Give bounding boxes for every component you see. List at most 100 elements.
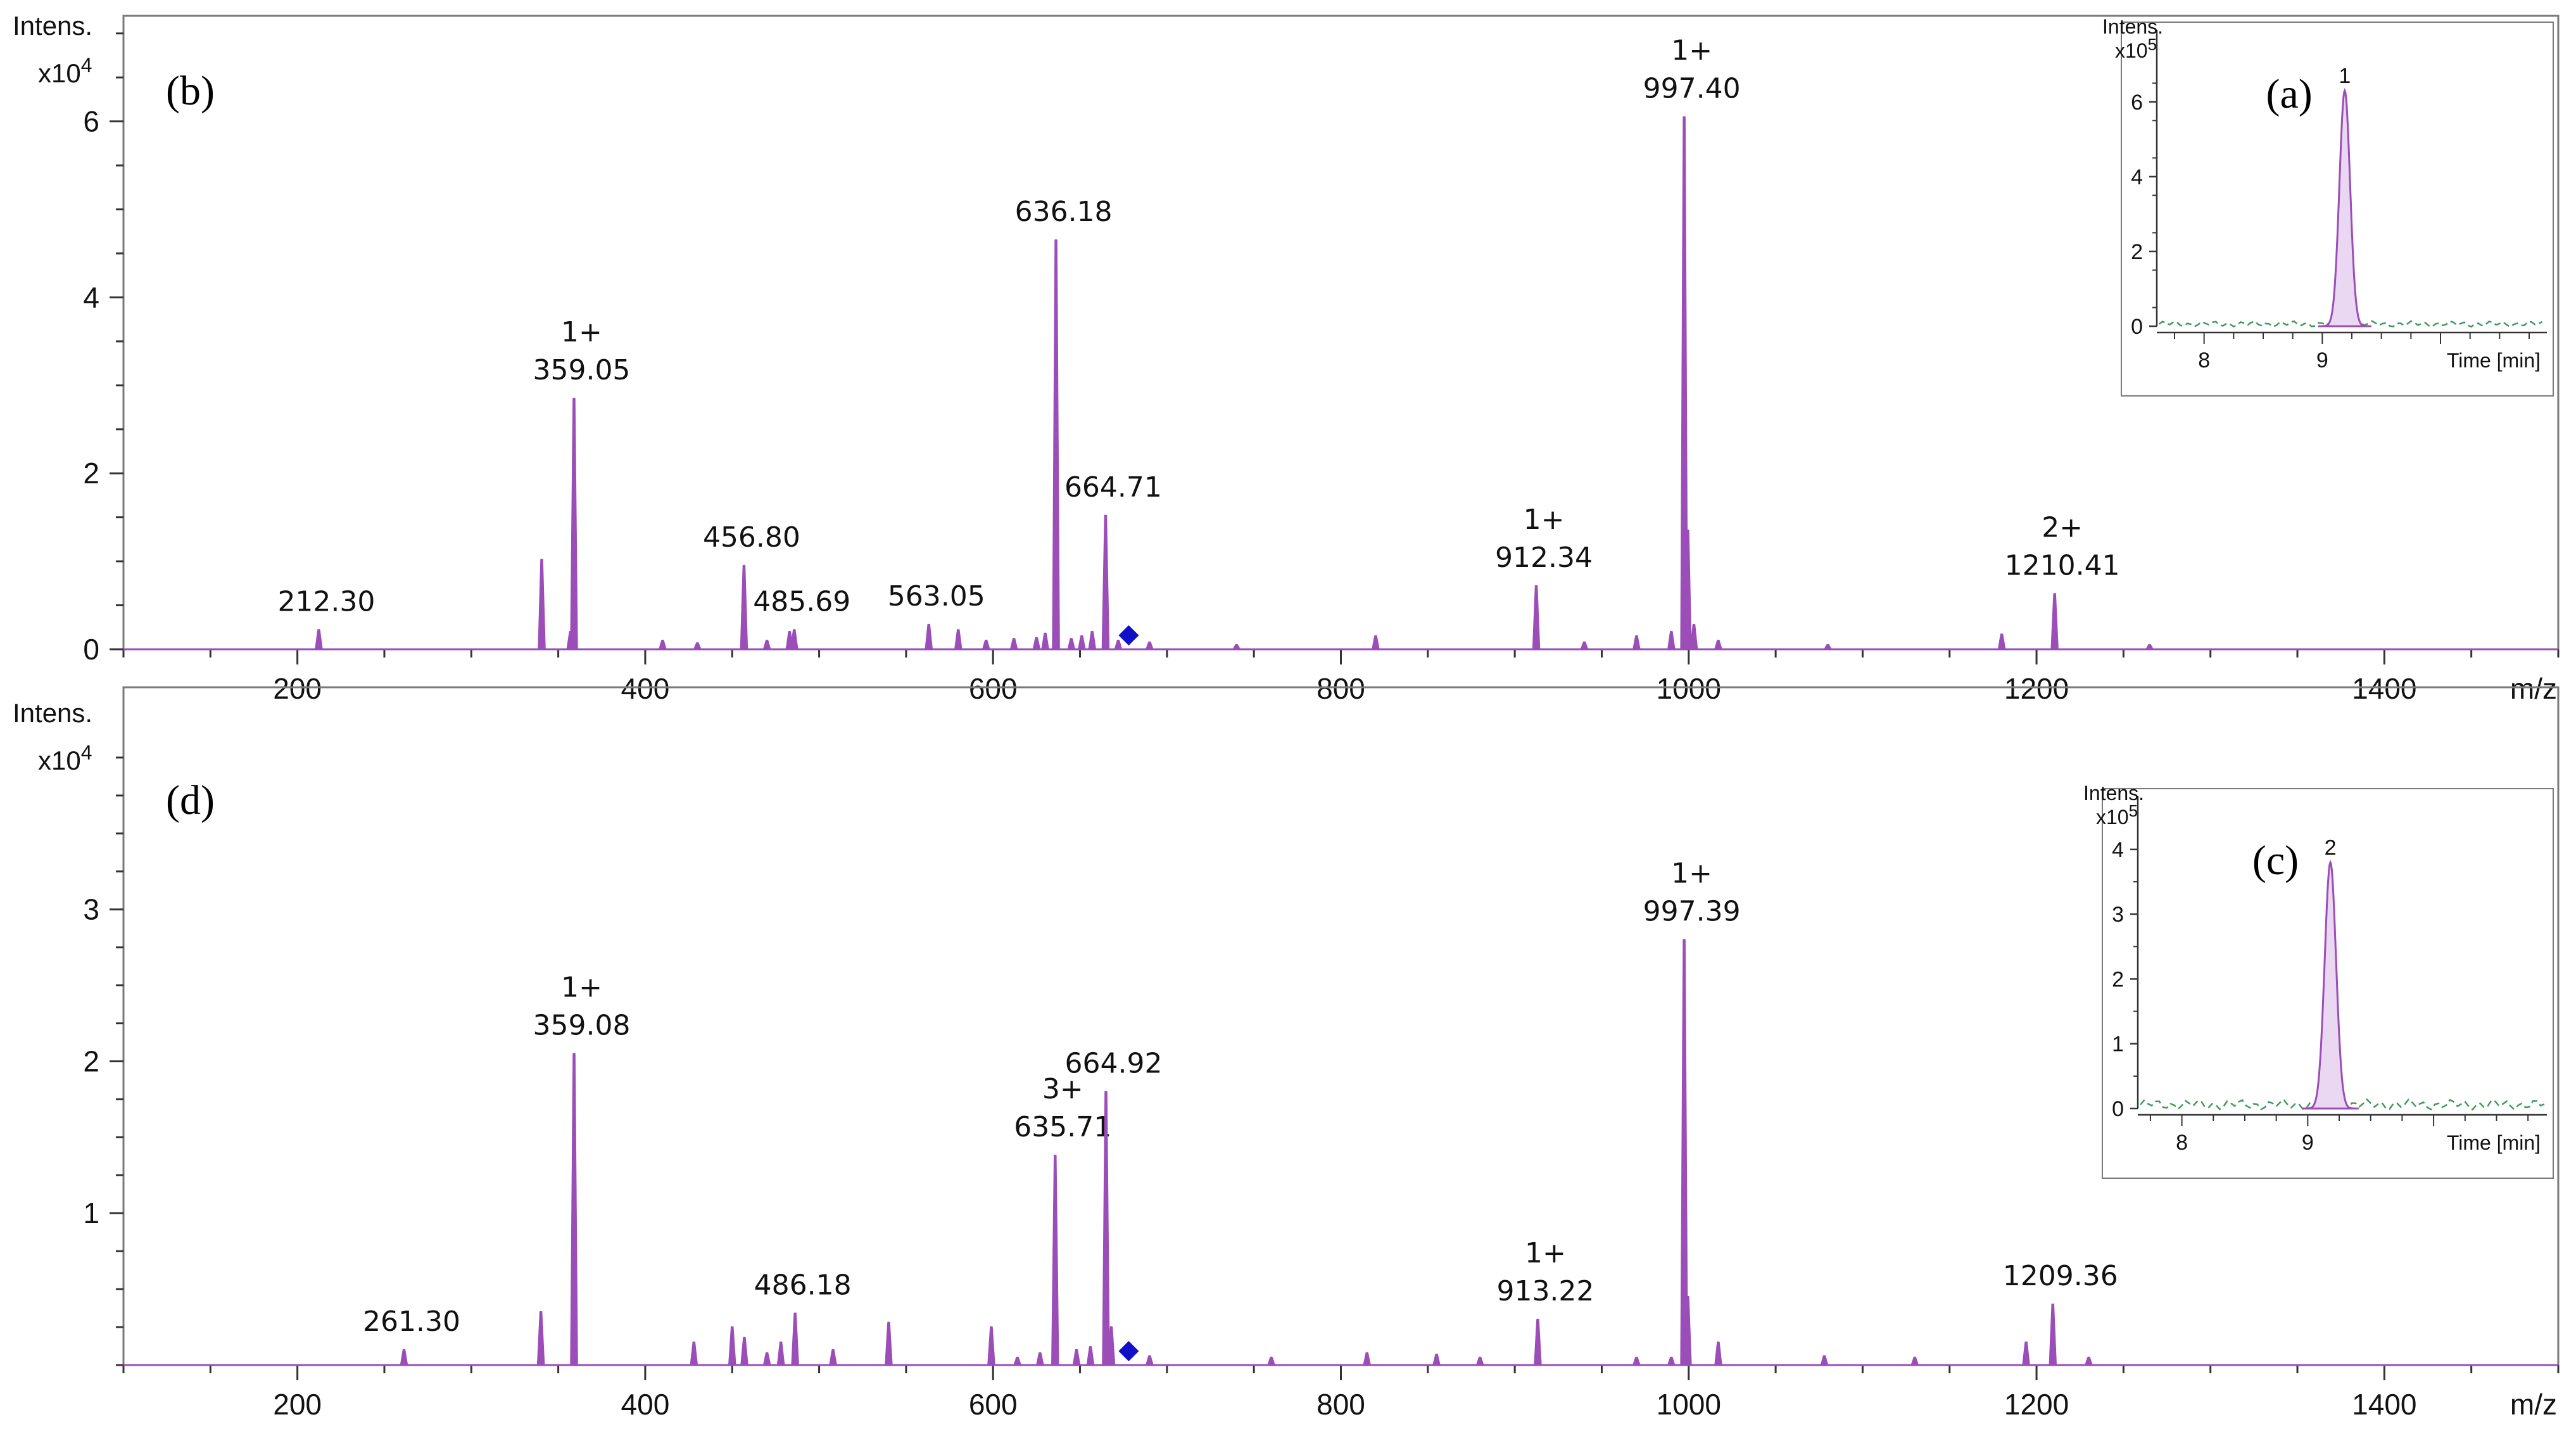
- peak-mz-label: 359.05: [533, 354, 630, 386]
- peak-d-8: [791, 1312, 799, 1366]
- x-tick-label: 200: [273, 672, 322, 705]
- x-tick-label: 800: [1316, 672, 1365, 705]
- peak-mz-label: 636.18: [1015, 196, 1113, 228]
- peak-b-10: [925, 623, 933, 651]
- peak-b-1: [538, 559, 546, 651]
- x-tick-label: 1400: [2352, 1388, 2416, 1421]
- inset-y-title: Intens.: [2102, 15, 2163, 38]
- peak-d-22: [1432, 1353, 1441, 1366]
- inset-y-scale: x105: [2096, 801, 2138, 829]
- peak-b-5: [693, 642, 702, 651]
- peak-b-11: [954, 629, 963, 651]
- precursor-diamond-icon: [1118, 625, 1139, 645]
- y-tick-label: 0: [83, 633, 99, 666]
- peak-b-3: [570, 397, 578, 651]
- peak-mz-label: 261.30: [363, 1306, 460, 1338]
- precursor-diamond-icon: [1118, 1341, 1139, 1361]
- inset-peak: [2302, 860, 2359, 1110]
- inset-x-tick-label: 9: [2316, 348, 2328, 372]
- x-tick-label: 600: [969, 672, 1018, 705]
- panel-label: (d): [166, 777, 215, 823]
- y-tick-label: 6: [83, 105, 99, 138]
- x-tick-label: 400: [621, 1388, 670, 1421]
- peak-mz-label: 212.30: [277, 585, 375, 618]
- peak-charge-label: 3+: [1042, 1073, 1083, 1105]
- peak-b-35: [2050, 593, 2059, 651]
- peak-mz-label: 563.05: [888, 580, 985, 613]
- x-tick-label: 200: [273, 1388, 322, 1421]
- x-tick-label: 1200: [2004, 672, 2069, 705]
- peak-mz-label: 912.34: [1495, 542, 1593, 574]
- peak-d-1: [536, 1311, 545, 1366]
- peak-d-3: [690, 1341, 698, 1366]
- peak-mz-label: 359.08: [533, 1009, 631, 1041]
- inset-x-tick-label: 9: [2302, 1131, 2314, 1155]
- inset-y-tick-label: 0: [2131, 315, 2143, 339]
- inset-peak-label: 1: [2339, 64, 2351, 88]
- peak-charge-label: 1+: [561, 316, 602, 348]
- peak-b-12: [982, 639, 990, 651]
- peak-b-26: [1580, 641, 1589, 651]
- y-tick-label: 3: [83, 893, 99, 926]
- inset-x-title: Time [min]: [2447, 349, 2541, 372]
- peak-b-14: [1032, 637, 1041, 651]
- peak-b-28: [1667, 630, 1676, 651]
- x-tick-label: 1000: [1657, 1388, 1721, 1421]
- x-tick-label: 1400: [2352, 672, 2416, 705]
- peak-b-36: [2145, 644, 2154, 651]
- y-axis-title: Intens.: [13, 11, 92, 41]
- inset-y-tick-label: 3: [2112, 903, 2124, 927]
- peak-b-4: [659, 639, 667, 651]
- peak-b-18: [1078, 635, 1086, 651]
- peak-b-30: [1684, 530, 1692, 651]
- peak-charge-label: 1+: [1671, 35, 1712, 67]
- y-axis-scale: x104: [38, 54, 92, 88]
- peak-d-30: [1820, 1355, 1829, 1366]
- peak-b-19: [1088, 630, 1097, 651]
- spectrum-panel-b: Intens. x104 0 2 4 6 200 400 600 800 1000 1200 1400 m…: [13, 11, 2560, 705]
- peak-mz-label: 997.40: [1643, 73, 1741, 105]
- inset-y-tick-label: 2: [2112, 967, 2124, 991]
- peak-d-26: [1667, 1356, 1676, 1366]
- peak-mz-label: 1210.41: [2005, 550, 2120, 582]
- peak-mz-label: 485.69: [753, 585, 850, 618]
- chromatogram-inset-d: Intens.x105 0 1 2 3 4 8 9 Time [min] 2 (c): [2083, 782, 2554, 1179]
- panel-label: (b): [166, 68, 215, 114]
- inset-x-tick-label: 8: [2198, 348, 2210, 372]
- peak-d-2: [570, 1053, 578, 1366]
- peak-d-10: [885, 1321, 893, 1366]
- peak-d-9: [829, 1349, 837, 1366]
- inset-panel-label: (c): [2252, 837, 2299, 884]
- inset-frame: [2121, 22, 2554, 397]
- inset-y-tick-label: 6: [2131, 91, 2143, 115]
- peak-d-11: [987, 1326, 995, 1366]
- peak-d-29: [1714, 1341, 1722, 1366]
- inset-x-tick-label: 8: [2176, 1131, 2188, 1155]
- y-tick-label: 2: [83, 457, 99, 490]
- peak-d-6: [762, 1352, 771, 1366]
- peak-b-21: [1114, 639, 1123, 651]
- inset-y-tick-label: 2: [2131, 240, 2143, 264]
- peak-d-14: [1051, 1154, 1059, 1366]
- peak-b-9: [790, 629, 799, 651]
- y-axis-scale: x104: [38, 741, 92, 775]
- peak-d-31: [1910, 1356, 1919, 1366]
- peak-mz-label: 997.39: [1643, 896, 1741, 928]
- x-axis-title: m/z: [2510, 1388, 2557, 1421]
- peak-mz-label: 664.71: [1064, 471, 1162, 504]
- peak-d-23: [1475, 1356, 1484, 1366]
- x-tick-label: 400: [621, 672, 670, 705]
- peak-b-20: [1101, 514, 1110, 651]
- inset-peak-label: 2: [2325, 836, 2337, 860]
- peak-mz-label: 913.22: [1496, 1275, 1594, 1307]
- peak-b-31: [1689, 623, 1698, 651]
- inset-y-title: Intens.: [2083, 782, 2144, 804]
- peak-d-4: [728, 1326, 736, 1366]
- x-tick-label: 600: [969, 1388, 1018, 1421]
- peak-d-5: [740, 1337, 748, 1366]
- peak-mz-label: 1209.36: [2003, 1260, 2118, 1292]
- inset-y-tick-label: 1: [2112, 1033, 2124, 1057]
- peak-mz-label: 486.18: [754, 1269, 852, 1301]
- x-tick-label: 1200: [2004, 1388, 2069, 1421]
